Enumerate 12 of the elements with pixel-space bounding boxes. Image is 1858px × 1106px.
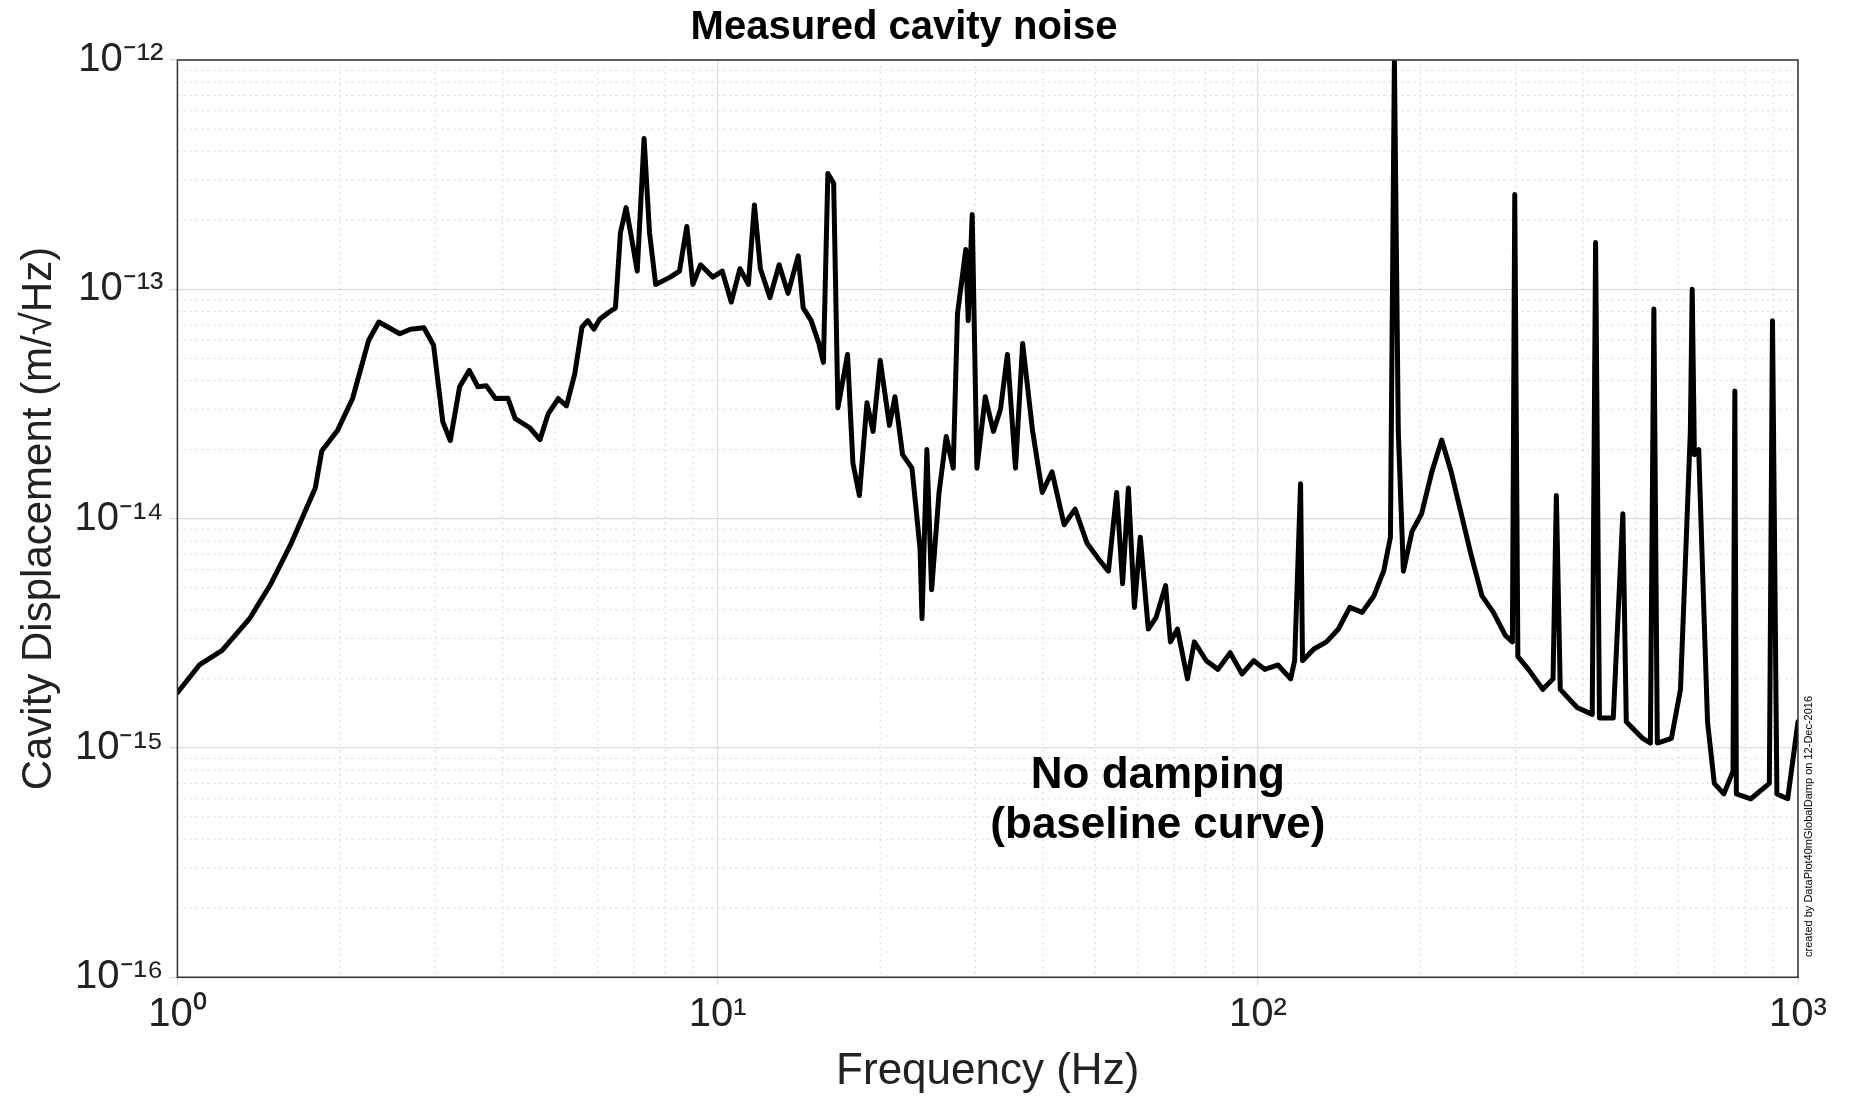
y-tick-label: 10⁻¹⁵ bbox=[74, 722, 164, 767]
y-tick-label: 10⁻¹³ bbox=[78, 264, 164, 309]
text: created by DataPlot40mGlobalDamp on 12-Dec-2016 bbox=[1802, 696, 1814, 958]
x-tick-label: 10² bbox=[1228, 990, 1287, 1035]
x-tick-label: 10³ bbox=[1769, 990, 1827, 1035]
x-axis-title: Frequency (Hz) bbox=[836, 1043, 1140, 1093]
y-axis-title: Cavity Displacement (m/√Hz) bbox=[12, 246, 60, 791]
y-tick-label: 10⁻¹² bbox=[78, 35, 164, 80]
x-tick-label: 10¹ bbox=[688, 990, 747, 1035]
chart-title: Measured cavity noise bbox=[690, 3, 1118, 48]
y-tick-label: 10⁻¹⁴ bbox=[74, 493, 164, 538]
annotation: No damping (baseline curve) bbox=[990, 747, 1326, 848]
